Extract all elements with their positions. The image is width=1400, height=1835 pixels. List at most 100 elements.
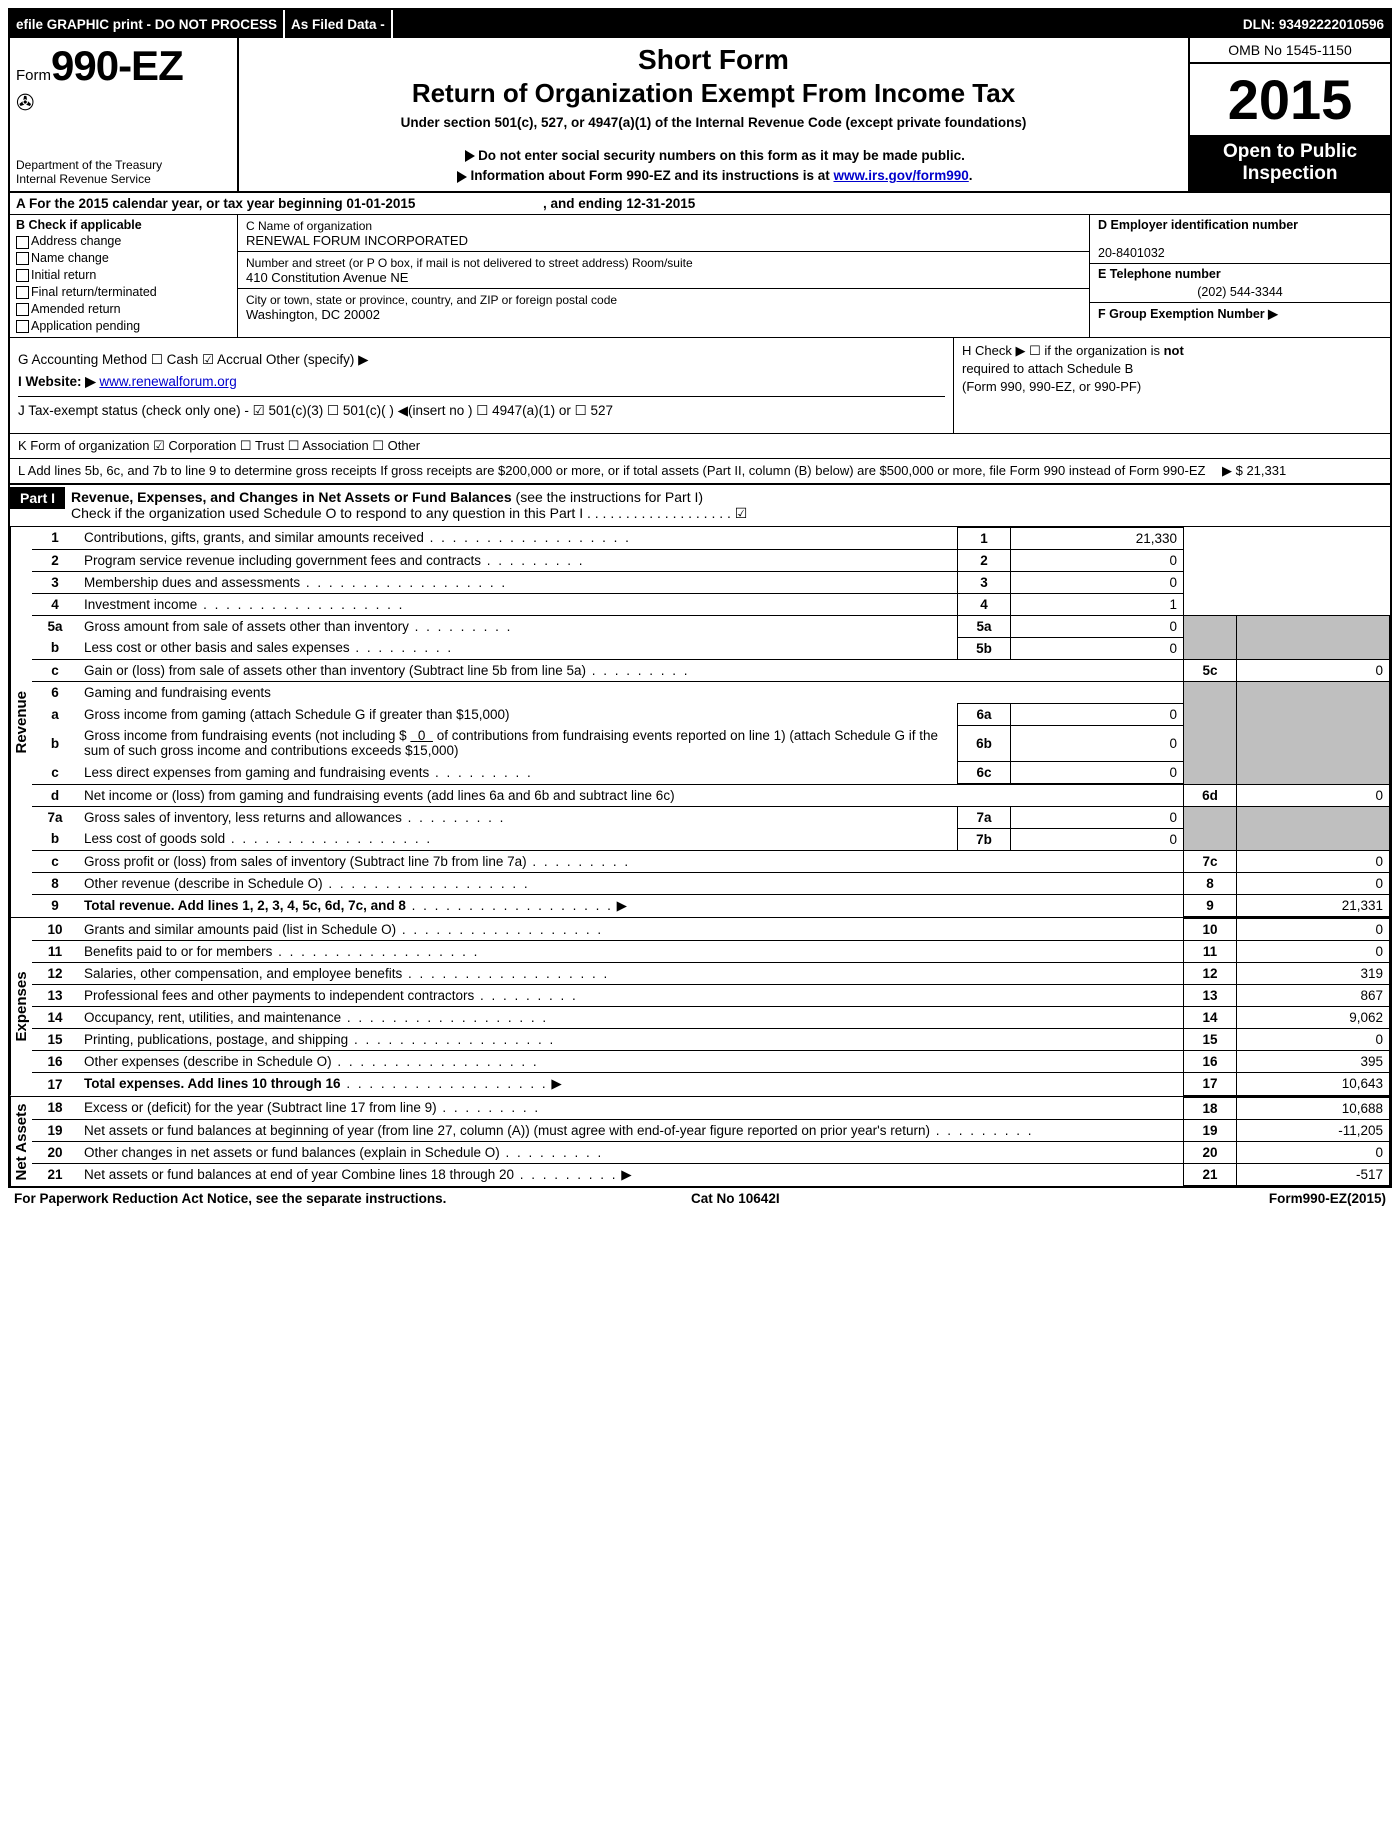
form-prefix: Form — [16, 67, 51, 84]
dln: DLN: 93492222010596 — [1237, 10, 1390, 38]
triangle-icon — [465, 150, 475, 162]
part-1-badge: Part I — [10, 487, 65, 509]
form-of-org: K Form of organization ☑ Corporation ☐ T… — [10, 434, 1390, 459]
chk-address[interactable]: Address change — [16, 233, 231, 250]
website-label: I Website: ▶ — [18, 374, 99, 389]
triangle-icon — [457, 171, 467, 183]
box-c-org-info: C Name of organization RENEWAL FORUM INC… — [238, 215, 1089, 337]
line-5a: 5aGross amount from sale of assets other… — [32, 615, 1390, 637]
dept-treasury: Department of the Treasury — [16, 159, 231, 173]
expenses-section: Expenses 10Grants and similar amounts pa… — [10, 918, 1390, 1097]
phone-value: (202) 544-3344 — [1098, 285, 1382, 299]
form-990ez: efile GRAPHIC print - DO NOT PROCESS As … — [8, 8, 1392, 1188]
line-l-amount: ▶ $ 21,331 — [1210, 463, 1382, 479]
expenses-vlabel: Expenses — [10, 918, 32, 1096]
open-public-1: Open to Public — [1223, 141, 1357, 162]
tax-year: 2015 — [1190, 64, 1390, 135]
ssn-warning: Do not enter social security numbers on … — [478, 148, 965, 163]
box-b-title: B Check if applicable — [16, 218, 142, 232]
ghij-block: G Accounting Method ☐ Cash ☑ Accrual Oth… — [10, 338, 1390, 434]
line-13: 13Professional fees and other payments t… — [32, 985, 1390, 1007]
line-6d: dNet income or (loss) from gaming and fu… — [32, 784, 1390, 806]
line-6: 6Gaming and fundraising events — [32, 681, 1390, 703]
line-19: 19Net assets or fund balances at beginni… — [32, 1119, 1390, 1141]
phone-label: E Telephone number — [1098, 267, 1221, 281]
h-line3: (Form 990, 990-EZ, or 990-PF) — [962, 379, 1141, 394]
part-1-check-o: Check if the organization used Schedule … — [71, 505, 747, 521]
line-1: 1Contributions, gifts, grants, and simil… — [32, 527, 1390, 549]
net-assets-vlabel: Net Assets — [10, 1097, 32, 1187]
footer-formno: Form990-EZ(2015) — [1269, 1191, 1386, 1206]
line-15: 15Printing, publications, postage, and s… — [32, 1029, 1390, 1051]
line-8: 8Other revenue (describe in Schedule O)8… — [32, 872, 1390, 894]
ein-label: D Employer identification number — [1098, 218, 1298, 232]
open-public-2: Inspection — [1242, 163, 1337, 184]
irs-label: Internal Revenue Service — [16, 173, 231, 187]
row-a-pre: A For the 2015 calendar year, or tax yea… — [16, 196, 346, 211]
return-title: Return of Organization Exempt From Incom… — [249, 78, 1178, 109]
ein-value: 20-8401032 — [1098, 246, 1165, 260]
line-7c: cGross profit or (loss) from sales of in… — [32, 850, 1390, 872]
part-1-title: Revenue, Expenses, and Changes in Net As… — [71, 489, 512, 505]
short-form-title: Short Form — [249, 44, 1178, 76]
chk-amended[interactable]: Amended return — [16, 301, 231, 318]
row-a-mid: , and ending — [543, 196, 626, 211]
line-21: 21Net assets or fund balances at end of … — [32, 1163, 1390, 1186]
as-filed: As Filed Data - — [285, 10, 393, 38]
tax-exempt-status: J Tax-exempt status (check only one) - ☑… — [18, 403, 945, 419]
revenue-vlabel: Revenue — [10, 527, 32, 918]
chk-pending[interactable]: Application pending — [16, 318, 231, 335]
chk-name[interactable]: Name change — [16, 250, 231, 267]
org-city: Washington, DC 20002 — [246, 307, 380, 322]
line-16: 16Other expenses (describe in Schedule O… — [32, 1051, 1390, 1073]
org-street: 410 Constitution Avenue NE — [246, 270, 408, 285]
part-1-note: (see the instructions for Part I) — [512, 489, 703, 505]
chk-final[interactable]: Final return/terminated — [16, 284, 231, 301]
h-line2: required to attach Schedule B — [962, 361, 1133, 376]
line-l-text: L Add lines 5b, 6c, and 7b to line 9 to … — [18, 463, 1210, 479]
info-note: Information about Form 990-EZ and its in… — [470, 168, 833, 183]
line-7a: 7aGross sales of inventory, less returns… — [32, 806, 1390, 828]
street-label: Number and street (or P O box, if mail i… — [246, 256, 693, 270]
irs-seal-icon: ✇ — [16, 90, 231, 116]
org-name-label: C Name of organization — [246, 219, 372, 233]
line-14: 14Occupancy, rent, utilities, and mainte… — [32, 1007, 1390, 1029]
omb-number: OMB No 1545-1150 — [1190, 38, 1390, 64]
website-link[interactable]: www.renewalforum.org — [99, 374, 236, 389]
row-a-tax-year: A For the 2015 calendar year, or tax yea… — [10, 193, 1390, 215]
box-b-checkboxes: B Check if applicable Address change Nam… — [10, 215, 238, 337]
line-l: L Add lines 5b, 6c, and 7b to line 9 to … — [10, 459, 1390, 484]
topbar: efile GRAPHIC print - DO NOT PROCESS As … — [10, 10, 1390, 38]
line-20: 20Other changes in net assets or fund ba… — [32, 1141, 1390, 1163]
box-d-e-f: D Employer identification number 20-8401… — [1089, 215, 1390, 337]
revenue-section: Revenue 1Contributions, gifts, grants, a… — [10, 527, 1390, 919]
line-5c: cGain or (loss) from sale of assets othe… — [32, 659, 1390, 681]
city-label: City or town, state or province, country… — [246, 293, 617, 307]
year-begin: 01-01-2015 — [346, 196, 415, 211]
footer-catno: Cat No 10642I — [691, 1191, 780, 1206]
year-end: 12-31-2015 — [626, 196, 695, 211]
line-4: 4Investment income41 — [32, 593, 1390, 615]
line-10: 10Grants and similar amounts paid (list … — [32, 919, 1390, 941]
net-assets-section: Net Assets 18Excess or (deficit) for the… — [10, 1097, 1390, 1187]
page-footer: For Paperwork Reduction Act Notice, see … — [8, 1188, 1392, 1209]
line-12: 12Salaries, other compensation, and empl… — [32, 963, 1390, 985]
line-3: 3Membership dues and assessments30 — [32, 571, 1390, 593]
accounting-method: G Accounting Method ☐ Cash ☑ Accrual Oth… — [18, 352, 945, 368]
h-check-pre: H Check ▶ ☐ if the organization is — [962, 343, 1164, 358]
form-header: Form990-EZ ✇ Department of the Treasury … — [10, 38, 1390, 193]
h-not: not — [1164, 343, 1184, 358]
group-exemption-label: F Group Exemption Number ▶ — [1098, 307, 1278, 321]
form-number: 990-EZ — [51, 42, 183, 89]
org-name: RENEWAL FORUM INCORPORATED — [246, 233, 468, 248]
line-11: 11Benefits paid to or for members110 — [32, 941, 1390, 963]
efile-notice: efile GRAPHIC print - DO NOT PROCESS — [10, 10, 285, 38]
line-9: 9Total revenue. Add lines 1, 2, 3, 4, 5c… — [32, 894, 1390, 917]
line-2: 2Program service revenue including gover… — [32, 549, 1390, 571]
chk-initial[interactable]: Initial return — [16, 267, 231, 284]
irs-link[interactable]: www.irs.gov/form990 — [833, 168, 968, 183]
line-18: 18Excess or (deficit) for the year (Subt… — [32, 1097, 1390, 1119]
form-label: Form990-EZ — [16, 67, 183, 84]
part-1-header: Part I Revenue, Expenses, and Changes in… — [10, 484, 1390, 527]
line-17: 17Total expenses. Add lines 10 through 1… — [32, 1073, 1390, 1096]
